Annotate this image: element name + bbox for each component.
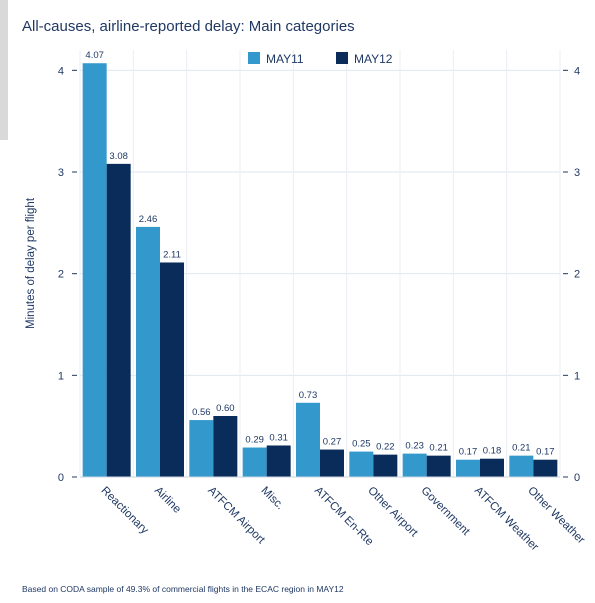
bar-may12 [213, 416, 238, 477]
bar-may11 [189, 420, 214, 477]
footnote: Based on CODA sample of 49.3% of commerc… [22, 584, 344, 594]
bar-may11 [402, 453, 427, 477]
y-axis-label: Minutes of delay per flight [25, 197, 37, 329]
data-label: 0.31 [269, 432, 288, 443]
data-labels: 4.07 3.08 2.46 2.11 0.56 0.60 0.29 0.31 0.73 0.27… [85, 50, 554, 458]
legend-swatch [248, 52, 260, 64]
bar-may11 [136, 226, 160, 477]
y-tick-label-left: 2 [58, 269, 64, 281]
bars [82, 63, 558, 477]
data-label: 3.08 [109, 151, 128, 162]
data-label: 0.21 [429, 443, 448, 454]
bar-may11 [509, 455, 534, 477]
bar-may12 [106, 163, 131, 477]
bar-may12 [480, 458, 504, 477]
x-category-label: Government [419, 485, 473, 539]
x-category-label: Reactionary [99, 485, 151, 537]
y-tick-label-right: 4 [574, 65, 580, 77]
bar-may12 [160, 262, 184, 477]
y-tick-label-right: 1 [574, 370, 580, 382]
data-label: 0.23 [405, 441, 424, 452]
chart-title: All-causes, airline-reported delay: Main… [22, 18, 355, 35]
x-category-label: Airline [152, 485, 183, 516]
bar-may11 [296, 402, 320, 477]
x-category-label: Other Weather [525, 485, 587, 547]
data-label: 4.07 [85, 50, 104, 61]
bar-may11 [242, 447, 267, 477]
bar-may11 [456, 459, 480, 477]
bar-may11 [349, 451, 374, 477]
data-label: 2.11 [163, 249, 181, 260]
legend: MAY11 MAY12 [248, 52, 393, 66]
data-label: 0.17 [459, 447, 478, 458]
data-label: 0.18 [483, 446, 502, 457]
bar-may12 [373, 454, 398, 477]
y-tick-label-right: 2 [574, 269, 580, 281]
data-label: 0.27 [323, 437, 342, 448]
data-label: 0.73 [299, 390, 318, 401]
legend-swatch [336, 52, 348, 64]
y-tick-label-right: 3 [574, 167, 580, 179]
data-label: 0.29 [245, 435, 264, 446]
bar-may12 [266, 445, 291, 477]
legend-label: MAY11 [266, 52, 304, 66]
x-category-label: Misc. [259, 485, 286, 512]
y-tick-label-left: 4 [58, 65, 64, 77]
y-tick-label-right: 0 [574, 472, 580, 484]
x-category-label: Other Airport [365, 485, 420, 540]
y-tick-label-left: 0 [58, 472, 64, 484]
legend-label: MAY12 [354, 52, 393, 66]
data-label: 0.21 [512, 443, 531, 454]
data-label: 2.46 [139, 214, 158, 225]
y-tick-label-left: 3 [58, 167, 64, 179]
data-label: 0.25 [352, 439, 371, 450]
data-label: 0.22 [376, 442, 395, 453]
bar-may12 [533, 459, 558, 477]
left-edge-strip [0, 0, 8, 140]
x-category-label: ATFCM Airport [205, 485, 267, 547]
y-tick-label-left: 1 [58, 370, 64, 382]
data-label: 0.56 [192, 407, 211, 418]
bar-may12 [426, 455, 451, 477]
data-label: 0.60 [216, 403, 235, 414]
bar-may11 [82, 63, 107, 477]
x-category-label: ATFCM En-Rte [312, 485, 375, 548]
data-label: 0.17 [536, 447, 555, 458]
bar-may12 [320, 449, 344, 477]
